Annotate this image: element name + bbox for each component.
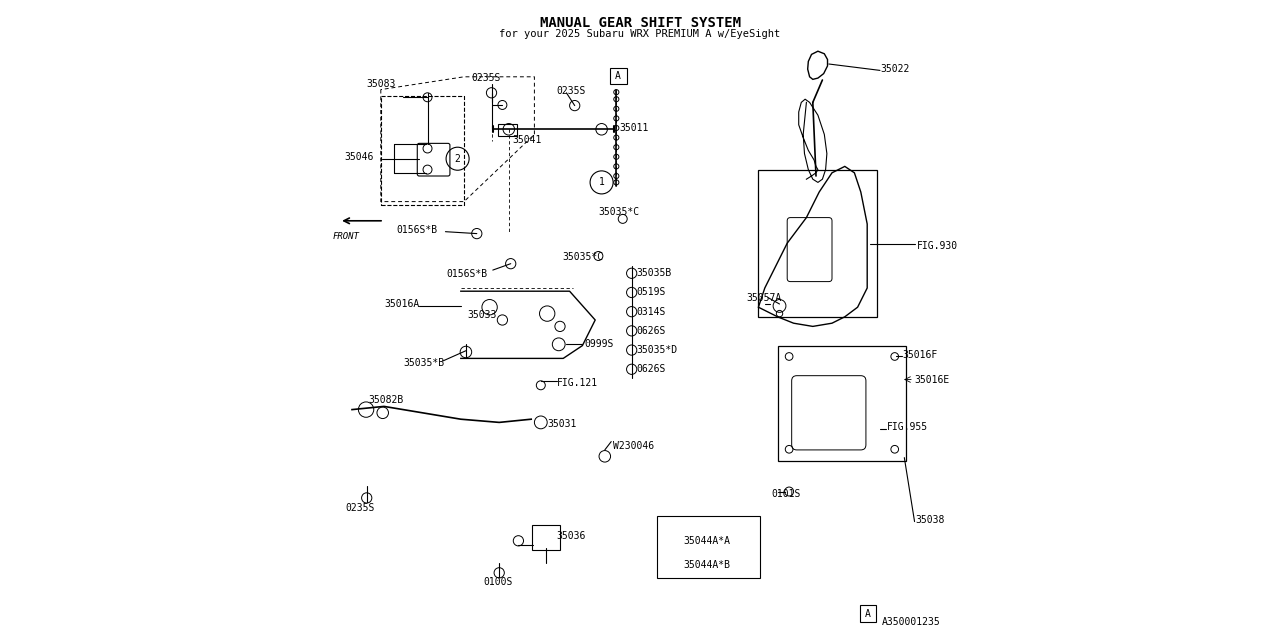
Text: FRONT: FRONT xyxy=(333,232,358,241)
Text: 35033: 35033 xyxy=(467,310,497,320)
Text: 35035*C: 35035*C xyxy=(562,252,603,262)
Text: 35022: 35022 xyxy=(881,64,909,74)
Text: 35057A: 35057A xyxy=(746,292,782,303)
Text: 0999S: 0999S xyxy=(584,339,613,349)
Text: FIG.955: FIG.955 xyxy=(886,422,928,432)
Text: 2: 2 xyxy=(668,560,673,570)
Text: 35035B: 35035B xyxy=(636,268,672,278)
FancyBboxPatch shape xyxy=(860,605,876,622)
Text: 0156S*B: 0156S*B xyxy=(397,225,438,235)
Text: W230046: W230046 xyxy=(613,441,654,451)
Text: 35035*B: 35035*B xyxy=(403,358,444,368)
Text: 35011: 35011 xyxy=(620,123,649,133)
Text: for your 2025 Subaru WRX PREMIUM A w/EyeSight: for your 2025 Subaru WRX PREMIUM A w/Eye… xyxy=(499,29,781,39)
Text: 35016F: 35016F xyxy=(902,350,938,360)
FancyBboxPatch shape xyxy=(658,516,760,578)
Text: 0101S: 0101S xyxy=(771,489,800,499)
Text: 0235S: 0235S xyxy=(346,502,375,513)
Text: 35038: 35038 xyxy=(915,515,945,525)
Text: 2: 2 xyxy=(454,154,461,164)
Text: 35041: 35041 xyxy=(512,134,541,145)
Text: 0519S: 0519S xyxy=(636,287,666,298)
Text: 35036: 35036 xyxy=(557,531,586,541)
FancyBboxPatch shape xyxy=(611,68,627,84)
Text: 35031: 35031 xyxy=(548,419,576,429)
Text: 35035*C: 35035*C xyxy=(599,207,640,218)
Text: 0100S: 0100S xyxy=(484,577,512,588)
Text: 35082B: 35082B xyxy=(369,395,403,405)
Text: 1: 1 xyxy=(668,536,673,546)
Text: 35044A*A: 35044A*A xyxy=(684,536,731,546)
Text: 35016E: 35016E xyxy=(914,374,950,385)
Text: 0626S: 0626S xyxy=(636,364,666,374)
Text: 35035*D: 35035*D xyxy=(636,345,677,355)
Text: 0626S: 0626S xyxy=(636,326,666,336)
Text: 0235S: 0235S xyxy=(472,73,500,83)
Text: A350001235: A350001235 xyxy=(882,617,941,627)
Text: 0156S*B: 0156S*B xyxy=(447,269,488,279)
Text: MANUAL GEAR SHIFT SYSTEM: MANUAL GEAR SHIFT SYSTEM xyxy=(539,16,741,30)
Text: A: A xyxy=(865,609,870,619)
Text: 0314S: 0314S xyxy=(636,307,666,317)
Text: 35046: 35046 xyxy=(344,152,374,162)
Text: 35044A*B: 35044A*B xyxy=(684,560,731,570)
Text: 1: 1 xyxy=(599,177,604,188)
Text: FIG.121: FIG.121 xyxy=(557,378,598,388)
Text: 35016A: 35016A xyxy=(384,299,420,309)
Text: 35083: 35083 xyxy=(367,79,396,90)
Text: 0235S: 0235S xyxy=(557,86,586,96)
Text: A: A xyxy=(616,71,621,81)
Text: FIG.930: FIG.930 xyxy=(916,241,957,252)
